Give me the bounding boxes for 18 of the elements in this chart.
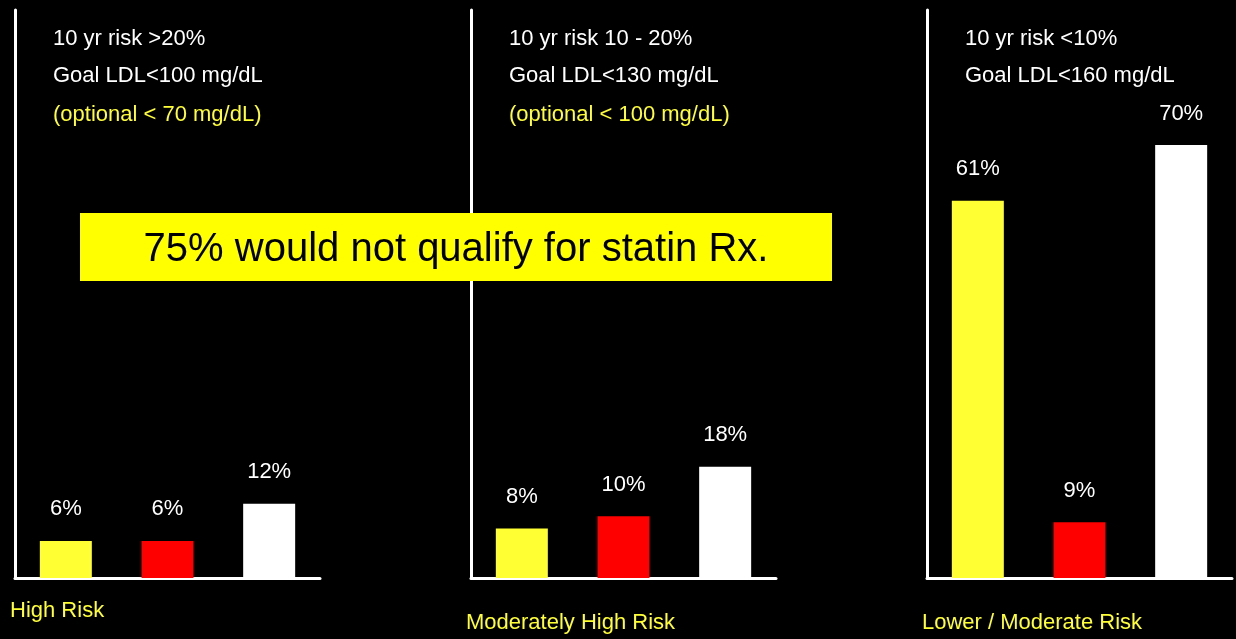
data-label: 10% xyxy=(601,470,646,496)
data-label: 12% xyxy=(247,458,292,484)
data-label: 6% xyxy=(49,495,82,521)
x-axis-title: High Risk xyxy=(10,596,106,622)
data-label: 6% xyxy=(151,495,184,521)
chart-subtitle: (optional < 70 mg/dL) xyxy=(53,101,262,126)
chart-subtitle: (optional < 100 mg/dL) xyxy=(509,101,730,126)
data-label: 61% xyxy=(955,155,1000,181)
text: 75% would not qualify for statin Rx. xyxy=(80,213,832,281)
chart-title: 10 yr risk >20% Goal LDL<100 mg/dL xyxy=(53,25,263,87)
x-axis-title: Lower / Moderate Risk xyxy=(922,608,1144,634)
data-label: 8% xyxy=(505,483,538,509)
data-label: 18% xyxy=(703,421,748,447)
data-label: 9% xyxy=(1063,476,1096,502)
chart-title: 10 yr risk <10% Goal LDL<160 mg/dL xyxy=(965,25,1175,87)
chart-title: 10 yr risk 10 - 20% Goal LDL<130 mg/dL xyxy=(509,25,719,87)
x-axis-title: Moderately High Risk xyxy=(466,608,677,634)
data-label: 70% xyxy=(1159,99,1204,125)
